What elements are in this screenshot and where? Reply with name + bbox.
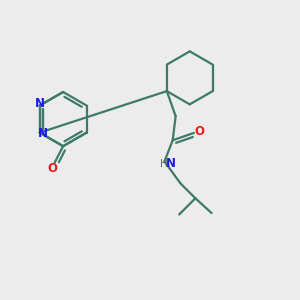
Text: O: O <box>194 125 204 138</box>
Text: N: N <box>166 157 176 170</box>
Text: O: O <box>47 162 57 175</box>
Text: H: H <box>160 159 167 169</box>
Text: N: N <box>35 97 45 110</box>
Text: N: N <box>38 127 48 140</box>
